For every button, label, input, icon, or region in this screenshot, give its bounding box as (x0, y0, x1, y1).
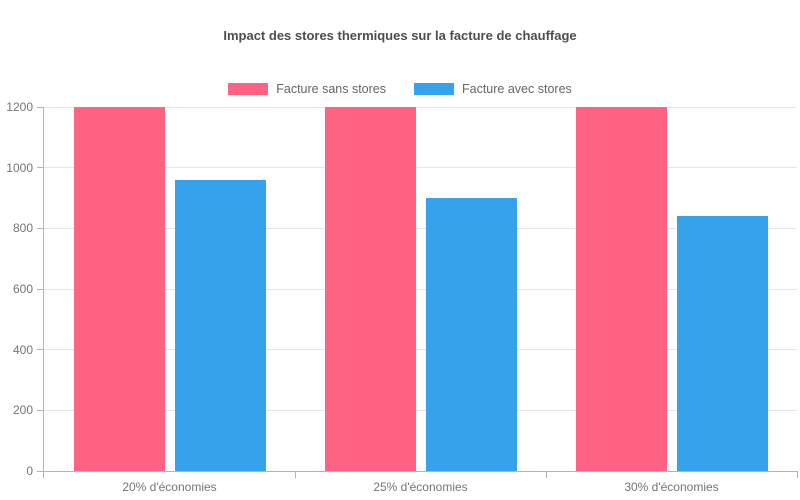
bar-avec-stores-group-2[interactable] (426, 198, 518, 471)
y-tick-mark (37, 288, 44, 290)
gridline-y-800 (44, 227, 797, 229)
legend-label: Facture avec stores (462, 82, 572, 96)
y-tick-mark (37, 167, 44, 169)
y-tick-label: 600 (12, 282, 33, 296)
legend-swatch-blue (414, 83, 454, 95)
y-tick-label: 800 (12, 221, 33, 236)
legend-item-facture-avec-stores[interactable]: Facture avec stores (414, 82, 572, 96)
x-tick-mark-origin (43, 471, 44, 478)
gridline-y-1000 (44, 167, 797, 169)
gridline-y-400 (44, 349, 797, 351)
legend-swatch-pink (228, 83, 269, 95)
legend-item-facture-sans-stores[interactable]: Facture sans stores (228, 82, 386, 96)
x-tick-mark (294, 471, 296, 478)
bar-sans-stores-group-1[interactable] (74, 107, 166, 471)
y-tick-label: 1200 (6, 100, 33, 114)
bar-avec-stores-group-1[interactable] (175, 179, 267, 471)
x-tick-label: 25% d'économies (373, 480, 468, 494)
x-tick-label: 20% d'économies (122, 480, 217, 494)
y-tick-mark (37, 470, 44, 472)
y-tick-label: 0 (26, 464, 33, 478)
chart-title: Impact des stores thermiques sur la fact… (223, 28, 577, 43)
x-tick-label: 30% d'économies (624, 480, 719, 494)
legend-label: Facture sans stores (276, 82, 386, 96)
y-tick-label: 1000 (6, 160, 33, 175)
gridline-y-200 (44, 409, 797, 411)
y-tick-mark (37, 227, 44, 229)
x-tick-mark (796, 471, 798, 478)
chart-legend: Facture sans stores Facture avec stores (0, 82, 800, 96)
y-tick-mark (37, 409, 44, 411)
bar-sans-stores-group-3[interactable] (576, 107, 668, 471)
bar-avec-stores-group-3[interactable] (677, 216, 769, 471)
gridline-y-600 (44, 288, 797, 290)
plot-area: 0 200 400 600 800 1000 1200 20% d'économies 25% … (6, 100, 798, 494)
gridline-y-1200 (44, 106, 797, 108)
bar-sans-stores-group-2[interactable] (325, 107, 417, 471)
x-tick-mark (545, 471, 547, 478)
y-tick-label: 200 (12, 403, 33, 418)
y-tick-mark (37, 106, 44, 108)
y-tick-label: 400 (12, 342, 33, 357)
y-tick-mark (37, 349, 44, 351)
